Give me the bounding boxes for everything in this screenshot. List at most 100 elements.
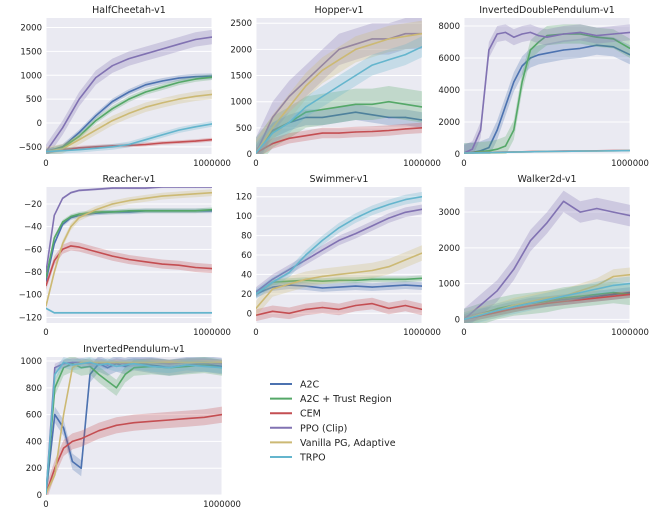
data-point-ppo-clip: [124, 363, 126, 365]
data-point-a2c: [371, 286, 373, 288]
data-point-trpo: [211, 123, 212, 125]
plot-area: [46, 357, 222, 495]
data-point-cem: [321, 132, 323, 134]
data-point-a2c-trust-region: [305, 111, 307, 113]
data-point-a2c-trust-region: [321, 108, 323, 111]
series-band-a2c-trust-region: [46, 357, 222, 495]
y-tick-label: −40: [24, 223, 42, 233]
data-point-trpo: [256, 152, 257, 154]
data-point-ppo-clip: [95, 188, 97, 190]
data-point-a2c-trust-region: [95, 211, 97, 213]
data-point-trpo: [563, 295, 565, 297]
data-point-cem: [161, 263, 163, 265]
data-point-cem: [115, 424, 117, 426]
data-point-trpo: [211, 312, 212, 314]
data-point-vanilla-pg-adaptive: [161, 102, 163, 104]
data-point-vanilla-pg-adaptive: [78, 139, 80, 141]
data-point-ppo-clip: [371, 225, 373, 227]
data-point-a2c: [78, 131, 80, 134]
data-point-vanilla-pg-adaptive: [151, 361, 153, 363]
data-point-a2c: [321, 287, 323, 289]
data-point-trpo: [203, 365, 205, 367]
x-tick-label: 1000000: [403, 328, 441, 338]
data-point-trpo: [115, 365, 117, 367]
data-point-vanilla-pg-adaptive: [371, 269, 373, 272]
data-point-a2c-trust-region: [546, 300, 548, 303]
data-point-a2c-trust-region: [371, 103, 373, 105]
data-point-a2c: [496, 129, 498, 131]
data-point-trpo: [63, 361, 65, 363]
data-point-vanilla-pg-adaptive: [421, 33, 422, 35]
data-point-ppo-clip: [272, 278, 274, 280]
data-point-trpo: [612, 284, 615, 286]
data-point-trpo: [186, 364, 188, 366]
data-point-trpo: [133, 363, 135, 365]
data-point-ppo-clip: [371, 38, 373, 40]
data-point-a2c-trust-region: [629, 47, 630, 49]
series-group: [46, 187, 212, 314]
data-point-cem: [111, 255, 113, 257]
data-point-cem: [404, 128, 406, 130]
data-point-ppo-clip: [178, 187, 180, 188]
data-point-a2c: [63, 427, 65, 429]
data-point-a2c-trust-region: [70, 215, 72, 218]
y-tick-label: 1000: [20, 357, 42, 367]
data-point-ppo-clip: [521, 33, 523, 35]
data-point-vanilla-pg-adaptive: [111, 203, 113, 205]
data-point-vanilla-pg-adaptive: [145, 106, 147, 108]
y-tick-label: 500: [236, 124, 252, 134]
data-point-trpo: [256, 293, 257, 295]
data-point-vanilla-pg-adaptive: [404, 259, 406, 261]
series-group: [464, 24, 630, 154]
data-point-trpo: [288, 122, 290, 124]
series-band-ppo-clip: [464, 24, 630, 154]
data-point-a2c: [89, 373, 91, 375]
data-point-ppo-clip: [563, 33, 565, 35]
data-point-cem: [145, 261, 147, 263]
data-point-a2c-trust-region: [388, 278, 390, 280]
data-point-a2c: [388, 116, 390, 118]
x-tick-label: 1000000: [611, 328, 649, 338]
data-point-a2c: [95, 115, 97, 117]
data-point-trpo: [161, 134, 163, 136]
data-point-a2c-trust-region: [488, 150, 490, 152]
data-point-a2c: [521, 65, 523, 67]
data-point-cem: [305, 308, 307, 310]
y-tick-label: 8000: [438, 22, 460, 32]
data-point-vanilla-pg-adaptive: [71, 367, 73, 369]
chart-panel-swimmer-v1: 0 20 40 60 80 100 120 0 1000000 Swimmer-v1: [236, 174, 441, 338]
y-tick-label: 4000: [438, 86, 460, 96]
data-point-cem: [89, 434, 91, 436]
data-point-vanilla-pg-adaptive: [128, 112, 130, 114]
y-tick-label: 200: [26, 464, 42, 474]
data-point-cem: [579, 299, 581, 301]
data-point-cem: [124, 423, 126, 425]
legend-label-a2c-trust-region: A2C + Trust Region: [300, 394, 392, 405]
data-point-trpo: [161, 312, 163, 314]
legend-label-trpo: TRPO: [299, 453, 326, 464]
series-band-a2c-trust-region: [464, 281, 630, 323]
series-group: [46, 357, 222, 495]
data-point-ppo-clip: [89, 363, 91, 365]
data-point-trpo: [404, 54, 406, 56]
series-group: [464, 190, 630, 323]
data-point-a2c-trust-region: [203, 364, 205, 366]
legend-label-vanilla-pg-adaptive: Vanilla PG, Adaptive: [300, 438, 396, 449]
data-point-cem: [546, 302, 548, 304]
data-point-vanilla-pg-adaptive: [124, 361, 126, 363]
series-band-a2c-trust-region: [46, 74, 212, 154]
data-point-cem: [563, 300, 565, 303]
data-point-cem: [161, 142, 163, 144]
data-point-trpo: [471, 152, 473, 154]
data-point-a2c-trust-region: [178, 81, 180, 83]
legend-label-ppo-clip: PPO (Clip): [300, 423, 347, 434]
y-tick-label: 100: [236, 212, 252, 222]
x-tick-label: 0: [253, 159, 258, 169]
data-point-vanilla-pg-adaptive: [629, 274, 630, 276]
data-point-ppo-clip: [178, 43, 180, 45]
data-point-a2c-trust-region: [355, 279, 357, 281]
data-point-ppo-clip: [145, 187, 147, 189]
series-band-ppo-clip: [46, 29, 212, 154]
data-point-trpo: [464, 318, 465, 320]
plot-area: [464, 18, 630, 154]
